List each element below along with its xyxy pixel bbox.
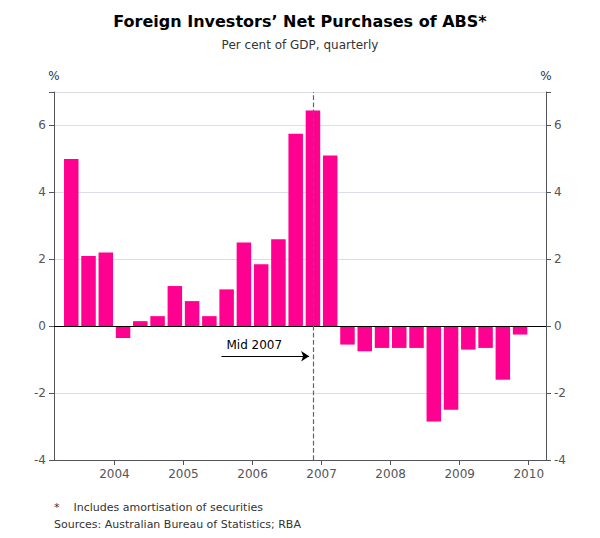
svg-text:-2: -2 [34, 386, 46, 400]
svg-text:2: 2 [554, 252, 562, 266]
svg-text:2010: 2010 [513, 467, 544, 481]
svg-text:-4: -4 [554, 453, 566, 467]
svg-text:0: 0 [554, 319, 562, 333]
svg-text:2006: 2006 [237, 467, 268, 481]
svg-text:Foreign Investors’ Net Purchas: Foreign Investors’ Net Purchases of ABS* [113, 12, 487, 31]
svg-text:Sources: Australian Bureau of: Sources: Australian Bureau of Statistics… [54, 518, 301, 531]
svg-text:* Includes amortisation of: * Includes amortisation of securities [54, 501, 263, 514]
svg-text:%: % [48, 69, 59, 83]
svg-text:0: 0 [38, 319, 46, 333]
svg-text:6: 6 [38, 118, 46, 132]
svg-text:2004: 2004 [99, 467, 130, 481]
svg-text:6: 6 [554, 118, 562, 132]
svg-text:Mid 2007: Mid 2007 [226, 338, 282, 352]
svg-text:%: % [540, 69, 551, 83]
svg-text:4: 4 [554, 185, 562, 199]
svg-text:2007: 2007 [306, 467, 337, 481]
svg-text:-4: -4 [34, 453, 46, 467]
svg-text:4: 4 [38, 185, 46, 199]
svg-text:2: 2 [38, 252, 46, 266]
svg-text:2005: 2005 [168, 467, 199, 481]
svg-text:Per cent of GDP, quarterly: Per cent of GDP, quarterly [222, 38, 379, 52]
svg-text:-2: -2 [554, 386, 566, 400]
svg-text:2008: 2008 [375, 467, 406, 481]
svg-text:2009: 2009 [444, 467, 475, 481]
